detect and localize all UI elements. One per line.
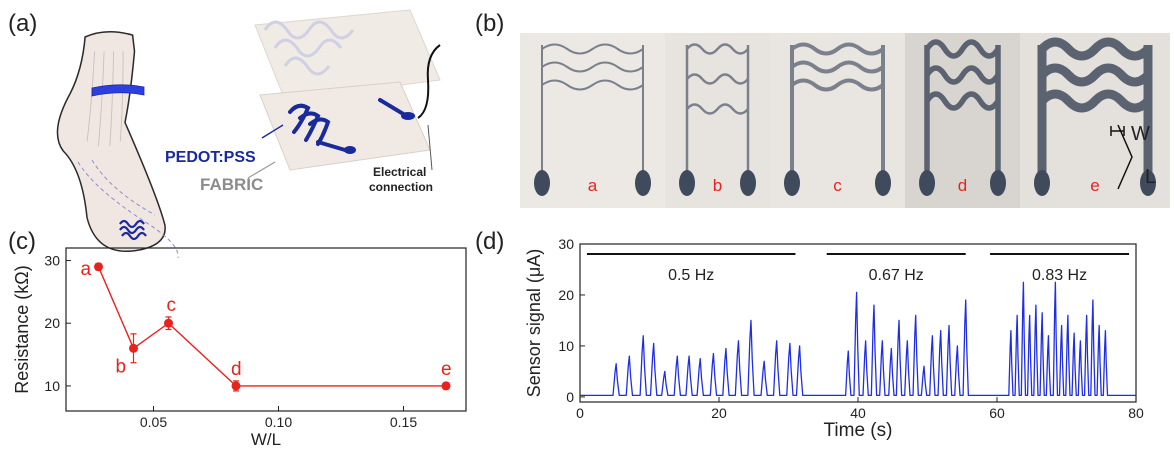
meander-line xyxy=(924,91,1001,111)
x-axis-label: Time (s) xyxy=(824,420,893,441)
y-tick-label: 20 xyxy=(44,315,60,331)
electrode-pad xyxy=(784,170,800,196)
data-point-e xyxy=(441,381,451,391)
electrode-pad xyxy=(919,170,935,196)
data-point-a xyxy=(94,262,103,272)
sock-sensor-pattern xyxy=(119,219,147,241)
meander-line xyxy=(686,73,749,85)
pedot-pattern xyxy=(288,103,347,152)
data-point-d xyxy=(231,381,241,391)
meander-line xyxy=(541,61,644,73)
meander-line xyxy=(924,65,1001,85)
sample-label-b: b xyxy=(713,176,722,195)
frequency-label: 0.83 Hz xyxy=(1032,267,1087,284)
electrode-pad xyxy=(1034,170,1050,196)
point-label-a: a xyxy=(81,259,92,280)
x-tick-label: 0.05 xyxy=(140,414,167,430)
sample-label-c: c xyxy=(833,176,842,195)
sock-band xyxy=(91,84,145,97)
sample-label-d: d xyxy=(958,176,967,195)
y-tick-label: 10 xyxy=(558,338,574,354)
sample-label-a: a xyxy=(588,176,598,195)
frequency-label: 0.67 Hz xyxy=(869,267,924,284)
meander-line xyxy=(686,103,749,115)
electrode-pad xyxy=(679,170,695,196)
point-label-b: b xyxy=(116,356,127,377)
y-axis-label: Sensor signal (μA) xyxy=(524,249,544,397)
meander-line xyxy=(790,78,885,92)
electrode-pad xyxy=(740,170,756,196)
electrode-pad xyxy=(875,170,891,196)
y-tick-label: 30 xyxy=(558,236,574,252)
point-label-d: d xyxy=(231,359,242,380)
frequency-label: 0.5 Hz xyxy=(668,267,714,284)
l-dimension-label: L xyxy=(1145,166,1156,188)
y-tick-label: 0 xyxy=(566,389,574,405)
resistance-chart: 0.05 0.10 0.15 10 20 30 W/L Resistance (kΩ) a b c d… xyxy=(12,247,467,449)
fabric-layer-bottom xyxy=(259,81,431,171)
electrode-pad xyxy=(1140,170,1156,196)
meander-line xyxy=(1038,37,1152,61)
connection-label-line1: Electrical xyxy=(373,165,426,179)
signal-trace xyxy=(580,281,1136,397)
x-tick-label: 0 xyxy=(576,405,584,421)
y-tick-label: 30 xyxy=(44,253,60,269)
sock-illustration: PEDOT:PSS FABRIC Electrical connection xyxy=(56,9,441,259)
panel-label-c: (c) xyxy=(8,228,36,255)
electrode-pad xyxy=(534,170,550,196)
electrode-pad xyxy=(635,170,651,196)
y-axis-label: Resistance (kΩ) xyxy=(12,265,32,394)
point-label-c: c xyxy=(167,295,177,316)
plot-frame xyxy=(65,247,467,412)
connection-label-line2: connection xyxy=(369,180,433,194)
meander-line xyxy=(541,43,644,55)
x-tick-label: 60 xyxy=(989,405,1005,421)
x-tick-label: 0.10 xyxy=(265,414,292,430)
sensor-photo: a b c d e W L xyxy=(520,33,1170,208)
x-tick-label: 20 xyxy=(711,405,727,421)
meander-line xyxy=(541,79,644,91)
y-tick-label: 10 xyxy=(44,378,60,394)
sensor-signal-chart: 0 20 40 60 80 0 10 20 30 Time (s) Sensor signal (μ… xyxy=(524,236,1144,441)
data-point-b xyxy=(129,343,138,353)
meander-line xyxy=(790,42,885,56)
electrode-pad xyxy=(990,170,1006,196)
point-label-e: e xyxy=(441,359,452,380)
x-axis-label: W/L xyxy=(251,430,281,449)
l-dimension-bracket xyxy=(1117,124,1133,190)
x-tick-label: 40 xyxy=(850,405,866,421)
y-tick-label: 20 xyxy=(558,287,574,303)
sock-shape xyxy=(56,31,166,253)
panel-label-a: (a) xyxy=(8,10,38,37)
electrical-wire xyxy=(417,44,441,119)
meander-line xyxy=(1038,63,1152,87)
w-dimension-label: W xyxy=(1131,123,1150,145)
panel-label-d: (d) xyxy=(475,228,505,255)
data-point-c xyxy=(164,318,173,328)
meander-line xyxy=(1038,89,1152,113)
meander-line xyxy=(686,43,749,55)
fabric-layer-top xyxy=(254,9,441,101)
x-tick-label: 80 xyxy=(1128,405,1144,421)
fabric-label: FABRIC xyxy=(200,175,263,194)
meander-line xyxy=(790,60,885,74)
x-tick-label: 0.15 xyxy=(390,414,417,430)
sample-label-e: e xyxy=(1090,176,1099,195)
resistance-line xyxy=(97,266,446,387)
pedot-label: PEDOT:PSS xyxy=(165,149,256,166)
meander-line xyxy=(924,39,1001,59)
panel-label-b: (b) xyxy=(475,10,505,37)
